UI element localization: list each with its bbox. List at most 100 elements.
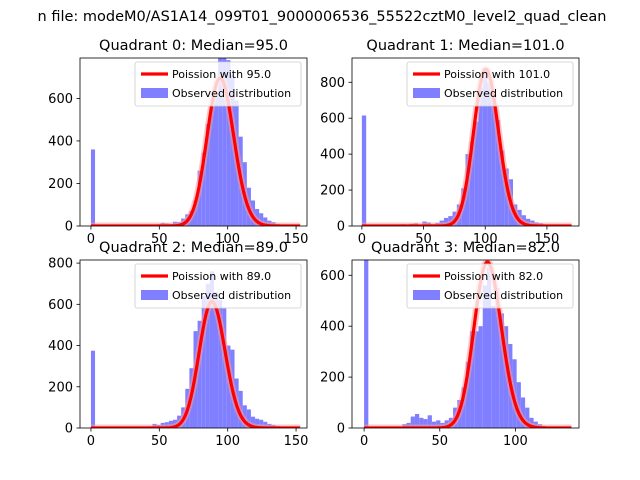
subplot-title: Quadrant 2: Median=89.0 bbox=[99, 240, 288, 256]
x-tick-label: 50 bbox=[151, 232, 168, 247]
plot-area bbox=[362, 260, 574, 428]
hist-bar bbox=[259, 419, 264, 428]
x-tick-label: 150 bbox=[284, 434, 309, 449]
y-tick-label: 800 bbox=[320, 76, 345, 91]
poisson-curve bbox=[90, 76, 301, 226]
legend-bar-label: Observed distribution bbox=[172, 289, 291, 302]
hist-bar bbox=[205, 123, 210, 226]
axes-frame bbox=[79, 57, 308, 227]
legend-bar-swatch bbox=[141, 290, 168, 300]
legend-bar-swatch bbox=[413, 290, 440, 300]
hist-bar bbox=[436, 420, 441, 428]
legend-box bbox=[406, 61, 574, 107]
hist-bar bbox=[205, 283, 210, 428]
y-tick-label: 600 bbox=[320, 269, 345, 284]
legend-box bbox=[134, 61, 302, 107]
hist-bar bbox=[495, 288, 500, 428]
subplot-title: Quadrant 1: Median=101.0 bbox=[366, 38, 564, 54]
hist-bar bbox=[226, 60, 231, 226]
hist-bar bbox=[201, 152, 206, 226]
legend-bar-label: Observed distribution bbox=[172, 87, 291, 100]
axes-frame bbox=[351, 57, 580, 227]
axes-frame bbox=[351, 259, 580, 429]
hist-bar bbox=[427, 415, 432, 428]
x-tick-label: 50 bbox=[151, 434, 168, 449]
legend-bar-label: Observed distribution bbox=[444, 289, 563, 302]
legend-line-label: Poission with 82.0 bbox=[444, 270, 543, 283]
y-tick-label: 400 bbox=[320, 320, 345, 335]
y-tick-label: 200 bbox=[48, 177, 73, 192]
subplot-title: Quadrant 3: Median=82.0 bbox=[371, 240, 560, 256]
y-tick-label: 0 bbox=[337, 422, 345, 437]
y-tick-label: 400 bbox=[48, 134, 73, 149]
x-tick-label: 50 bbox=[431, 434, 448, 449]
hist-bar bbox=[525, 407, 530, 428]
y-tick-label: 600 bbox=[48, 298, 73, 313]
hist-bar bbox=[419, 417, 424, 428]
x-tick-label: 150 bbox=[535, 232, 560, 247]
hist-bar bbox=[410, 416, 415, 428]
y-tick-label: 400 bbox=[48, 339, 73, 354]
hist-bar bbox=[491, 96, 496, 226]
poisson-curve bbox=[364, 260, 572, 428]
legend-box bbox=[406, 263, 574, 309]
x-tick-label: 100 bbox=[503, 434, 528, 449]
hist-bar bbox=[470, 331, 475, 428]
x-tick-label: 0 bbox=[360, 434, 368, 449]
legend-box bbox=[134, 263, 302, 309]
y-tick-label: 0 bbox=[65, 422, 73, 437]
legend-line-label: Poission with 101.0 bbox=[444, 68, 550, 81]
hist-bar bbox=[214, 291, 219, 428]
hist-bar bbox=[491, 305, 496, 428]
hist-bar bbox=[469, 141, 475, 226]
hist-bar bbox=[209, 106, 215, 226]
legend: Poission with 89.0 Observed distribution bbox=[134, 263, 302, 309]
hist-bar bbox=[214, 94, 219, 226]
hist-bar bbox=[90, 350, 96, 428]
hist-bar bbox=[255, 418, 260, 428]
subplot-title: Quadrant 0: Median=95.0 bbox=[99, 38, 288, 54]
hist-bar bbox=[201, 296, 206, 428]
x-tick-label: 0 bbox=[87, 232, 95, 247]
hist-bar bbox=[218, 300, 223, 428]
subplot-3: 0 50 100 0 200 400 600 Quadrant 3: Median=82.0 P… bbox=[320, 240, 580, 449]
subplot-2: 0 50 100 150 0 200 400 600 800 Quadrant 2: Median… bbox=[48, 240, 308, 449]
subplot-0: 0 50 100 150 0 200 400 600 Quadrant 0: Median=95… bbox=[48, 38, 308, 247]
y-tick-label: 200 bbox=[48, 380, 73, 395]
x-tick-label: 50 bbox=[415, 232, 432, 247]
hist-bar bbox=[499, 313, 504, 428]
hist-bar bbox=[209, 271, 215, 428]
x-tick-label: 100 bbox=[215, 434, 240, 449]
hist-bar bbox=[495, 119, 501, 226]
legend-line-label: Poission with 89.0 bbox=[172, 270, 271, 283]
y-tick-label: 800 bbox=[48, 257, 73, 272]
y-tick-label: 400 bbox=[320, 148, 345, 163]
legend-bar-swatch bbox=[413, 88, 440, 98]
subplot-1: 0 50 100 150 0 200 400 600 800 Quadrant 1: Median… bbox=[320, 38, 580, 247]
hist-bar bbox=[474, 331, 479, 428]
hist-bar bbox=[486, 267, 492, 428]
hist-bar bbox=[474, 121, 479, 226]
legend: Poission with 82.0 Observed distribution bbox=[406, 263, 574, 309]
y-tick-label: 600 bbox=[320, 112, 345, 127]
x-tick-label: 0 bbox=[358, 232, 366, 247]
y-tick-label: 600 bbox=[48, 92, 73, 107]
legend-bar-swatch bbox=[141, 88, 168, 98]
hist-bar bbox=[478, 87, 483, 226]
axes-frame bbox=[79, 259, 308, 429]
hist-bar bbox=[487, 82, 492, 226]
hist-bar bbox=[465, 361, 471, 428]
hist-bar bbox=[500, 150, 505, 226]
hist-bar bbox=[90, 149, 96, 226]
hist-bar bbox=[364, 260, 369, 428]
hist-bar bbox=[361, 115, 367, 226]
x-tick-label: 100 bbox=[215, 232, 240, 247]
x-tick-label: 150 bbox=[284, 232, 309, 247]
hist-bar bbox=[246, 409, 251, 428]
hist-bar bbox=[443, 217, 449, 226]
hist-bar bbox=[222, 308, 227, 428]
plot-area bbox=[88, 58, 303, 226]
y-tick-label: 0 bbox=[65, 220, 73, 235]
legend-bar-label: Observed distribution bbox=[444, 87, 563, 100]
